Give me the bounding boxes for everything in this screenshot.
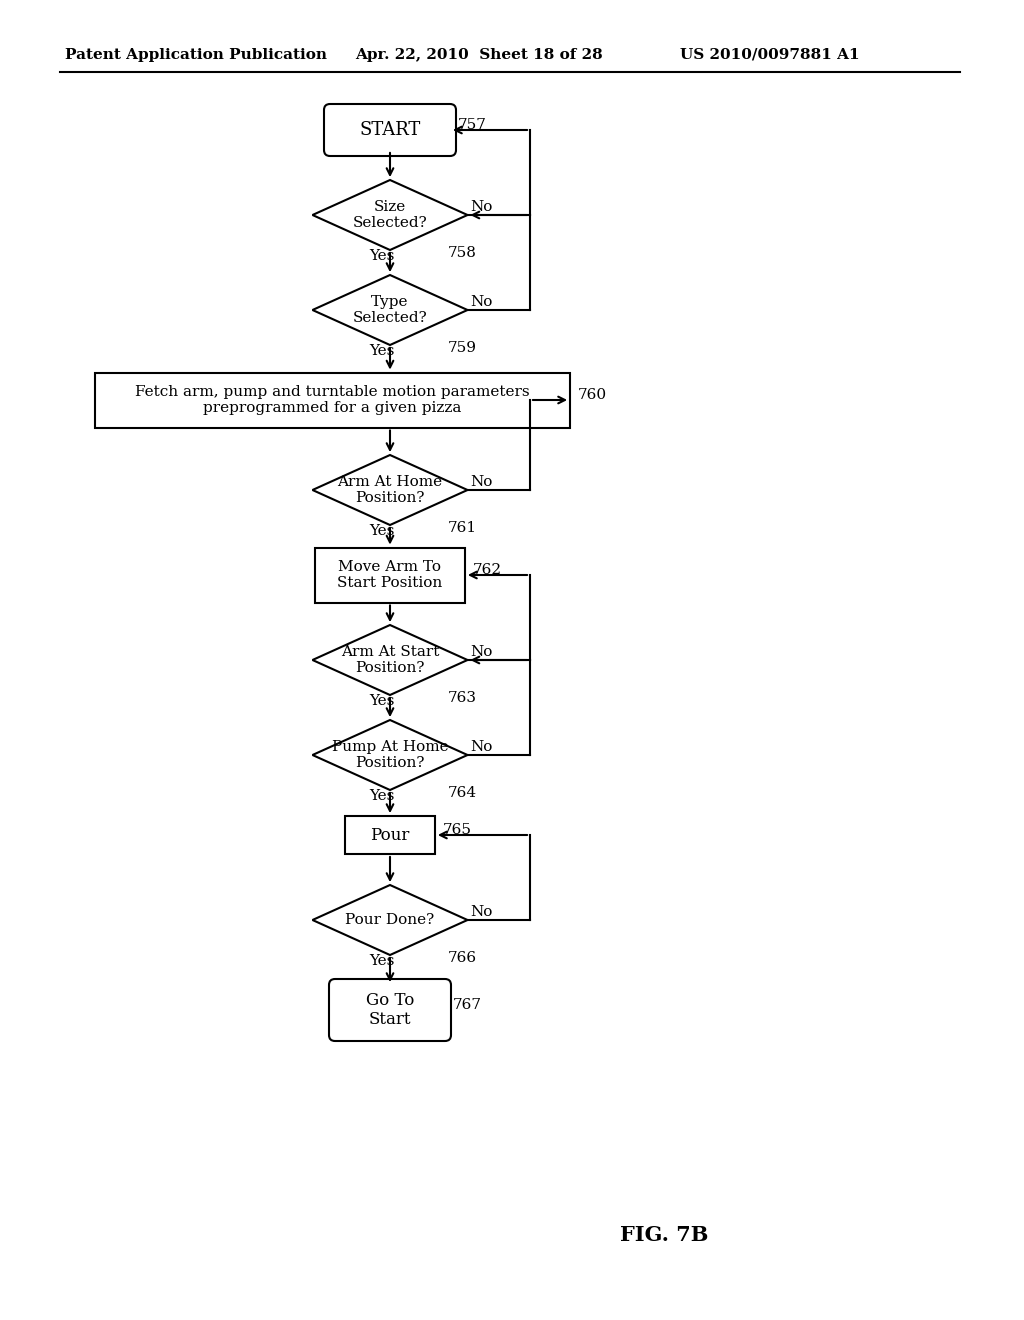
Text: Move Arm To
Start Position: Move Arm To Start Position [337,560,442,590]
Text: No: No [470,475,493,488]
Text: No: No [470,645,493,659]
Text: Type
Selected?: Type Selected? [352,294,427,325]
Polygon shape [312,455,468,525]
Text: Yes: Yes [370,954,394,968]
Polygon shape [312,275,468,345]
Text: Pour Done?: Pour Done? [345,913,434,927]
Text: Size
Selected?: Size Selected? [352,199,427,230]
Text: 761: 761 [447,521,476,535]
Text: 763: 763 [447,690,476,705]
Polygon shape [312,884,468,954]
Text: 757: 757 [458,117,486,132]
Text: Yes: Yes [370,694,394,708]
FancyBboxPatch shape [329,979,451,1041]
Text: Yes: Yes [370,524,394,539]
Polygon shape [312,719,468,789]
Text: Fetch arm, pump and turntable motion parameters
preprogrammed for a given pizza: Fetch arm, pump and turntable motion par… [135,385,529,414]
Text: No: No [470,201,493,214]
Text: 762: 762 [473,564,502,577]
Text: 760: 760 [578,388,607,403]
Text: Go To
Start: Go To Start [366,991,414,1028]
Text: Apr. 22, 2010  Sheet 18 of 28: Apr. 22, 2010 Sheet 18 of 28 [355,48,603,62]
Text: FIG. 7B: FIG. 7B [620,1225,709,1245]
FancyBboxPatch shape [324,104,456,156]
Bar [95,372,570,428]
Polygon shape [312,180,468,249]
Text: Yes: Yes [370,345,394,358]
Text: 758: 758 [447,246,476,260]
Text: No: No [470,294,493,309]
Bar [315,548,465,602]
Text: Arm At Start
Position?: Arm At Start Position? [341,645,439,675]
Text: Pump At Home
Position?: Pump At Home Position? [332,741,449,770]
Text: 764: 764 [447,785,476,800]
Text: US 2010/0097881 A1: US 2010/0097881 A1 [680,48,859,62]
Text: START: START [359,121,421,139]
Text: 767: 767 [453,998,482,1012]
Text: 766: 766 [447,950,476,965]
Text: No: No [470,906,493,919]
Text: No: No [470,741,493,754]
Text: Patent Application Publication: Patent Application Publication [65,48,327,62]
Text: Yes: Yes [370,249,394,263]
Text: Yes: Yes [370,789,394,803]
Text: Pour: Pour [371,826,410,843]
Polygon shape [312,624,468,696]
Text: Arm At Home
Position?: Arm At Home Position? [338,475,442,506]
Text: 759: 759 [447,341,476,355]
Bar [345,816,435,854]
Text: 765: 765 [443,822,472,837]
